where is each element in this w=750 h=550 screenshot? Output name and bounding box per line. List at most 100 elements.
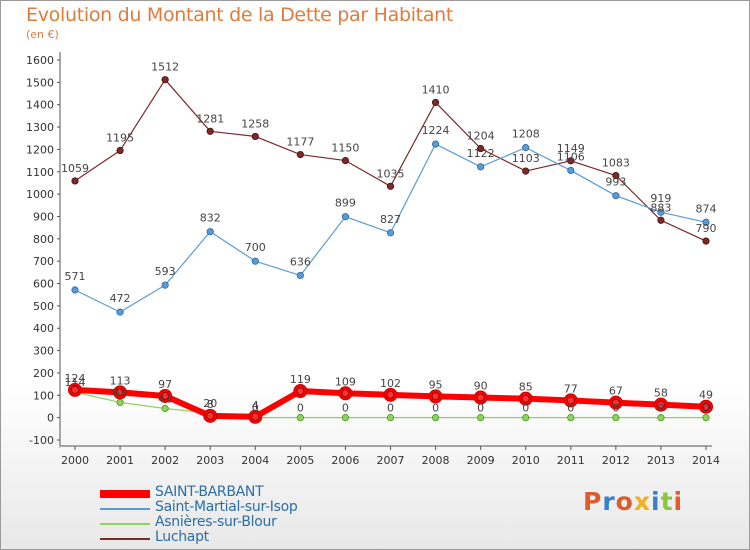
data-label-0: 77 — [564, 382, 578, 395]
series-point-2 — [431, 414, 440, 422]
data-label-0: 97 — [158, 378, 172, 391]
logo-letter: o — [615, 487, 634, 516]
series-point-3 — [296, 150, 304, 159]
series-point-3 — [161, 76, 169, 84]
y-tick-label: 300 — [33, 345, 54, 358]
series-point-1 — [296, 271, 304, 280]
y-tick-label: 700 — [33, 255, 54, 268]
x-tick-label: 2013 — [647, 454, 675, 467]
series-point-2 — [341, 414, 350, 422]
data-label-3: 1195 — [106, 132, 134, 145]
y-tick-label: 800 — [33, 233, 54, 246]
data-label-3: 1410 — [422, 83, 450, 96]
series-point-1 — [341, 213, 350, 221]
data-label-3: 883 — [650, 201, 671, 214]
series-point-3 — [657, 216, 665, 224]
data-label-1: 827 — [380, 213, 401, 226]
y-tick-label: 900 — [33, 210, 54, 223]
x-tick-label: 2012 — [602, 454, 630, 467]
data-label-0: 119 — [290, 373, 311, 386]
series-point-core-0 — [296, 387, 305, 395]
series-point-1 — [522, 144, 530, 152]
series-point-2 — [477, 414, 485, 422]
y-tick-label: 1400 — [26, 99, 54, 112]
series-point-2 — [567, 414, 575, 422]
x-tick-label: 2001 — [106, 454, 134, 467]
series-point-3 — [702, 237, 710, 245]
data-label-0: 90 — [474, 380, 488, 393]
data-label-3: 1035 — [377, 167, 405, 180]
chart-subtitle: (en €) — [26, 28, 59, 41]
x-tick-label: 2014 — [692, 454, 720, 467]
y-tick-label: 100 — [33, 389, 54, 402]
data-label-0: 67 — [609, 385, 623, 398]
data-label-1: 700 — [245, 241, 266, 254]
series-point-2 — [702, 414, 710, 422]
x-tick-label: 2005 — [286, 454, 314, 467]
series-point-core-0 — [116, 388, 124, 397]
series-point-core-0 — [431, 392, 440, 401]
data-label-1: 832 — [200, 212, 221, 225]
series-point-2 — [296, 414, 304, 422]
data-label-1: 472 — [110, 292, 131, 305]
series-point-3 — [477, 144, 485, 153]
data-label-0: 85 — [519, 381, 533, 394]
data-label-2: 68 — [113, 386, 127, 399]
series-point-core-0 — [341, 389, 350, 398]
x-tick-label: 2003 — [196, 454, 224, 467]
series-point-2 — [522, 414, 530, 422]
data-label-3: 1177 — [286, 136, 314, 149]
series-point-3 — [386, 182, 395, 190]
series-point-2 — [657, 414, 665, 422]
y-tick-label: 1200 — [26, 143, 54, 156]
series-point-3 — [206, 127, 214, 135]
data-label-1: 1208 — [512, 128, 540, 141]
data-label-2: 114 — [65, 376, 86, 389]
data-label-2: 0 — [612, 402, 619, 415]
y-tick-label: 1000 — [26, 188, 54, 201]
data-label-2: 0 — [432, 402, 439, 415]
x-tick-label: 2010 — [512, 454, 540, 467]
series-point-3 — [116, 146, 124, 155]
data-label-1: 571 — [65, 270, 86, 283]
logo-letter: i — [673, 487, 684, 516]
series-point-1 — [567, 166, 575, 175]
logo-letter: r — [602, 487, 616, 516]
series-point-3 — [71, 177, 79, 185]
data-label-3: 1204 — [467, 130, 495, 143]
series-point-1 — [116, 308, 124, 316]
series-point-core-0 — [702, 402, 710, 411]
data-label-1: 636 — [290, 255, 311, 268]
x-tick-label: 2000 — [61, 454, 89, 467]
data-label-2: 0 — [657, 402, 664, 415]
data-label-2: 0 — [297, 402, 304, 415]
y-tick-label: 1300 — [26, 121, 54, 134]
x-tick-label: 2002 — [151, 454, 179, 467]
series-point-1 — [251, 257, 259, 265]
y-tick-label: 0 — [47, 412, 54, 425]
series-point-core-0 — [566, 396, 575, 405]
data-label-0: 8 — [207, 398, 214, 411]
x-tick-label: 2006 — [331, 454, 359, 467]
series-point-core-0 — [71, 386, 79, 394]
x-tick-label: 2007 — [377, 454, 405, 467]
series-point-1 — [477, 163, 485, 171]
data-label-3: 1150 — [331, 142, 359, 155]
data-label-1: 899 — [335, 197, 356, 210]
series-point-3 — [431, 98, 440, 107]
legend-swatch — [100, 508, 150, 510]
data-label-2: 0 — [252, 402, 259, 415]
proxiti-logo: Proxiti — [583, 487, 683, 516]
logo-letter: i — [651, 487, 661, 516]
y-tick-label: 500 — [33, 300, 54, 313]
logo-letter: P — [583, 487, 603, 516]
y-tick-label: 600 — [33, 278, 54, 291]
data-label-0: 58 — [654, 387, 668, 400]
logo-letter: t — [660, 487, 674, 516]
data-label-2: 0 — [703, 402, 710, 415]
y-tick-label: 1500 — [26, 76, 54, 89]
series-point-3 — [612, 171, 620, 180]
x-tick-label: 2008 — [422, 454, 450, 467]
legend-swatch — [100, 538, 150, 540]
